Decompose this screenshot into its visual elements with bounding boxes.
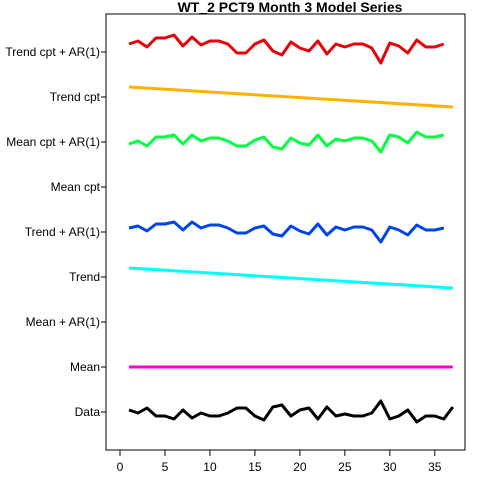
x-tick-label: 15 — [248, 460, 262, 474]
x-tick-label: 20 — [293, 460, 307, 474]
x-tick-label: 5 — [162, 460, 169, 474]
row-label: Mean cpt — [51, 180, 101, 194]
x-tick-label: 25 — [338, 460, 352, 474]
row-labels: Trend cpt + AR(1) Trend cpt Mean cpt + AR(… — [5, 45, 100, 419]
row-label: Trend — [69, 270, 100, 284]
row-label: Mean — [70, 360, 100, 374]
row-ticks — [101, 51, 106, 413]
row-label: Trend cpt + AR(1) — [5, 45, 100, 59]
series-line-trend-ar-1 — [128, 220, 445, 244]
series-line-trend-cpt-ar-1 — [128, 33, 445, 65]
x-tick-label: 10 — [203, 460, 217, 474]
series-line-trend-cpt — [128, 85, 453, 109]
x-tick-label: 0 — [117, 460, 124, 474]
row-label: Trend + AR(1) — [25, 225, 100, 239]
x-tick-label: 35 — [428, 460, 442, 474]
chart-title: WT_2 PCT9 Month 3 Model Series — [178, 0, 403, 15]
x-axis: 0 5 10 15 20 25 30 35 — [117, 449, 442, 474]
series-lines — [128, 33, 454, 424]
series-line-data — [128, 399, 454, 424]
x-tick-label: 30 — [383, 460, 397, 474]
series-line-trend — [128, 266, 453, 290]
row-label: Trend cpt — [50, 90, 101, 104]
row-label: Mean cpt + AR(1) — [6, 135, 100, 149]
row-label: Mean + AR(1) — [26, 315, 100, 329]
row-label: Data — [75, 405, 101, 419]
series-line-mean-cpt-ar-1 — [128, 130, 445, 154]
